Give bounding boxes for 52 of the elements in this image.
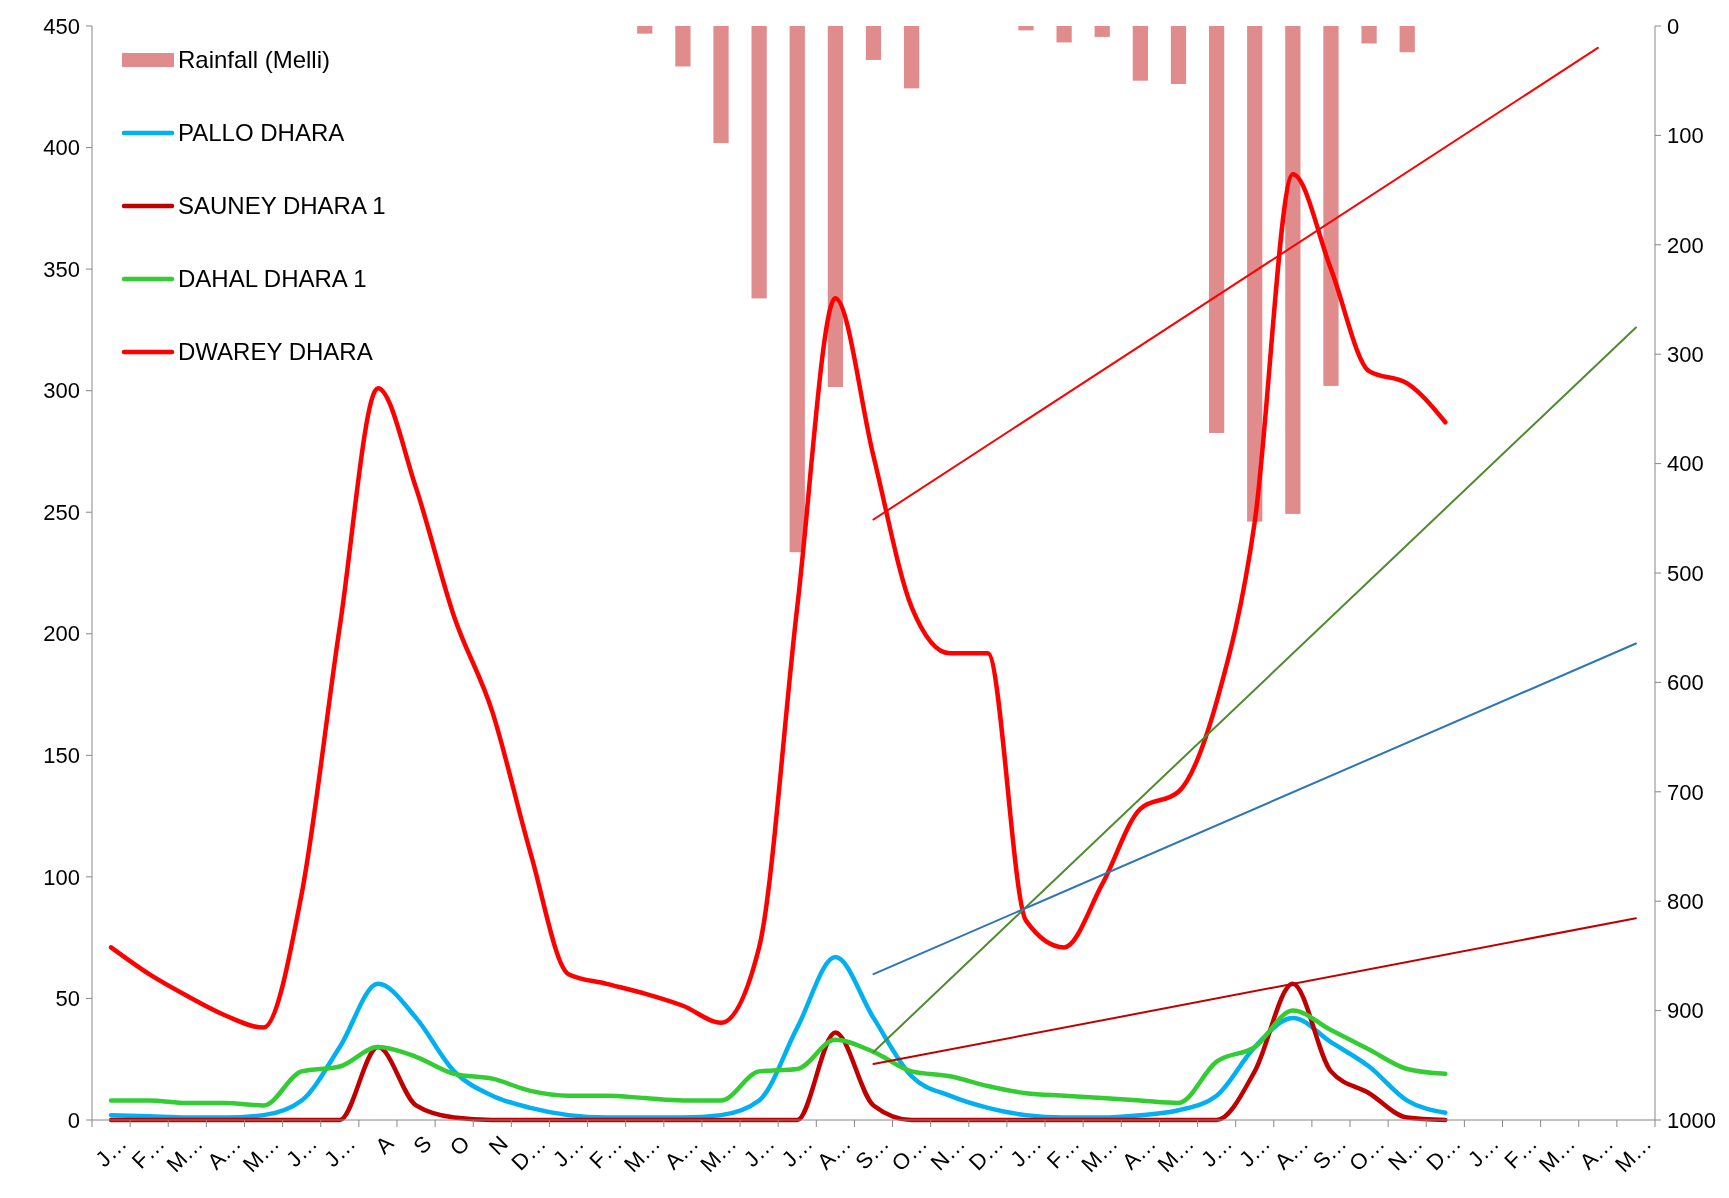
bar [1170, 26, 1187, 84]
line-series [108, 954, 1448, 1120]
y2-tick-label: 600 [1667, 670, 1704, 696]
y-tick-label: 250 [43, 499, 80, 525]
y2-tick-label: 400 [1667, 451, 1704, 477]
legend-label: Rainfall (Melli) [178, 46, 331, 74]
y-tick-label: 50 [55, 986, 80, 1012]
bar [675, 26, 691, 67]
legend-label: DAHAL DHARA 1 [178, 265, 367, 293]
bar [1018, 26, 1034, 31]
y-tick-label: 150 [43, 743, 80, 769]
line-series [108, 1008, 1448, 1108]
y-tick-label: 100 [43, 864, 80, 890]
bar [865, 26, 882, 60]
x-tick-label: S [408, 1130, 437, 1159]
bar [904, 26, 920, 89]
bar [1208, 26, 1225, 433]
legend-label: SAUNEY DHARA 1 [178, 192, 386, 220]
y2-tick-label: 200 [1667, 232, 1704, 258]
bar [1247, 26, 1263, 522]
legend-label: PALLO DHARA [178, 119, 345, 147]
bar [751, 26, 767, 299]
bar [1094, 26, 1110, 37]
y2-tick-label: 800 [1667, 888, 1704, 914]
y-tick-label: 300 [43, 378, 80, 404]
y2-tick-label: 100 [1667, 123, 1704, 149]
bar [1323, 26, 1339, 386]
y-tick-label: 0 [67, 1107, 80, 1133]
bar [637, 26, 653, 34]
bar [789, 26, 805, 553]
x-tick-label: J… [547, 1130, 589, 1172]
y2-tick-label: 1000 [1667, 1107, 1716, 1133]
y2-tick-label: 500 [1667, 560, 1704, 586]
y-tick-label: 450 [43, 13, 80, 39]
y-tick-label: 400 [43, 135, 80, 161]
y-tick-label: 200 [43, 621, 80, 647]
y-tick-label: 350 [43, 256, 80, 282]
x-tick-label: O [444, 1130, 475, 1161]
y2-tick-label: 700 [1667, 779, 1704, 805]
x-tick-label: J… [90, 1130, 132, 1172]
bar [1132, 26, 1148, 81]
bar [1399, 26, 1415, 53]
y2-tick-label: 0 [1667, 13, 1680, 39]
bar [713, 26, 729, 144]
bar [1056, 26, 1072, 43]
y2-tick-label: 900 [1667, 998, 1704, 1024]
x-tick-label: A [370, 1130, 399, 1159]
legend-label: DWAREY DHARA [178, 338, 373, 366]
bar [1285, 26, 1301, 514]
bar [827, 26, 843, 388]
bar [1361, 26, 1377, 44]
y2-tick-label: 300 [1667, 341, 1704, 367]
